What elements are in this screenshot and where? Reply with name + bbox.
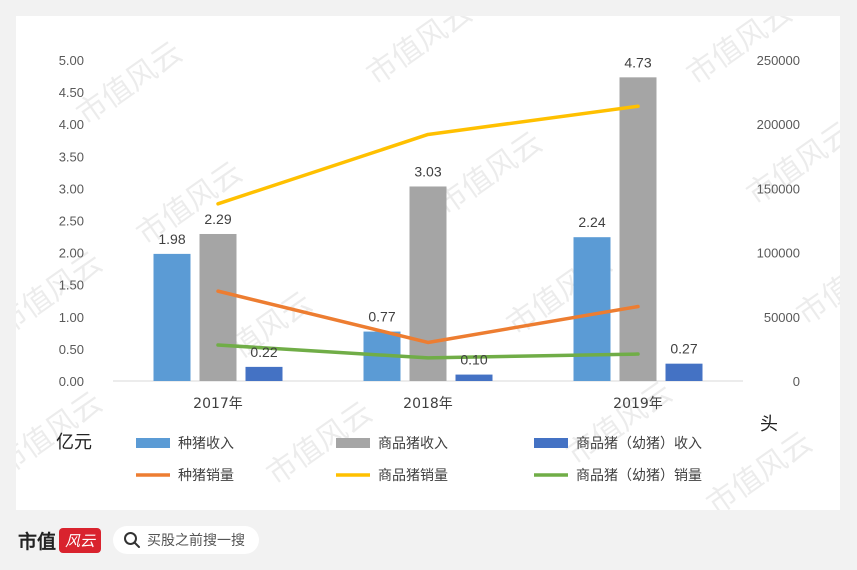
- right-axis-unit-label: 头: [760, 414, 778, 435]
- left-axis-unit-label: 亿元: [56, 432, 92, 453]
- x-axis-category-label: 2017年: [193, 396, 243, 412]
- left-axis-tick-label: 2.50: [59, 214, 84, 229]
- bar-data-label: 0.10: [460, 352, 487, 368]
- watermark-text: 市值风云: [71, 35, 189, 132]
- line-series-3: [216, 343, 640, 360]
- legend-swatch-bar: [534, 438, 568, 448]
- right-axis-tick-label: 100000: [757, 246, 800, 261]
- bar-2-2: [409, 186, 447, 381]
- bar-data-label: 2.29: [204, 211, 231, 227]
- watermark-text: 市值风云: [701, 425, 819, 510]
- chart-card: 市值风云 市值风云 市值风云 市值风云 市值风云 市值风云 市值风云 市值风云 市值风云 市值风云…: [16, 16, 840, 510]
- right-axis-tick-label: 50000: [764, 310, 800, 325]
- legend-label: 商品猪销量: [378, 468, 448, 484]
- legend-swatch-bar: [136, 438, 170, 448]
- left-axis-tick-label: 1.00: [59, 310, 84, 325]
- brand-logo[interactable]: 市值 风云: [18, 527, 102, 554]
- left-axis-tick-label: 0.50: [59, 342, 84, 357]
- legend-label: 商品猪收入: [378, 436, 448, 452]
- bar-data-label: 4.73: [624, 54, 651, 70]
- bar-data-label: 2.24: [578, 214, 605, 230]
- footer-bar: 市值 风云 买股之前搜一搜: [0, 510, 857, 570]
- left-axis-tick-label: 1.50: [59, 278, 84, 293]
- legend-label: 商品猪（幼猪）收入: [576, 436, 702, 452]
- search-box[interactable]: 买股之前搜一搜: [113, 526, 260, 554]
- right-axis-tick-label: 0: [793, 374, 800, 389]
- bar-3-2: [455, 374, 493, 381]
- bar-3-3: [665, 363, 703, 381]
- bar-2-1: [199, 233, 237, 381]
- brand-badge: 风云: [59, 527, 102, 553]
- bar-data-label: 0.27: [670, 341, 697, 357]
- left-axis-tick-label: 0.00: [59, 374, 84, 389]
- search-icon: [124, 532, 141, 548]
- right-axis-tick-label: 150000: [757, 181, 800, 196]
- legend-label: 种猪销量: [178, 468, 234, 484]
- x-axis-category-label: 2018年: [403, 396, 453, 412]
- left-axis-tick-label: 3.50: [59, 149, 84, 164]
- line-series-1: [216, 289, 640, 345]
- watermark-text: 市值风云: [361, 16, 479, 93]
- bar-1-1: [153, 253, 191, 381]
- right-axis-tick-label: 250000: [757, 53, 800, 68]
- bar-data-label: 0.22: [250, 344, 277, 360]
- right-axis-tick-label: 200000: [757, 117, 800, 132]
- bar-3-1: [245, 366, 283, 381]
- legend-label: 商品猪（幼猪）销量: [576, 468, 702, 484]
- x-axis-category-label: 2019年: [613, 396, 663, 412]
- left-axis-tick-label: 3.00: [59, 181, 84, 196]
- watermark-text: 市值风云: [561, 375, 679, 472]
- search-placeholder: 买股之前搜一搜: [147, 533, 246, 549]
- legend-swatch-bar: [336, 438, 370, 448]
- brand-name: 市值: [18, 530, 57, 553]
- watermark-text: 市值风云: [431, 125, 549, 222]
- bar-data-label: 0.77: [368, 309, 395, 325]
- bar-data-label: 3.03: [414, 163, 441, 179]
- left-axis-tick-label: 2.00: [59, 246, 84, 261]
- left-axis-tick-label: 5.00: [59, 53, 84, 68]
- bar-1-3: [573, 237, 611, 381]
- left-axis-tick-label: 4.00: [59, 117, 84, 132]
- line-series-2: [216, 104, 640, 206]
- left-axis-tick-label: 4.50: [59, 85, 84, 100]
- bar-2-3: [619, 77, 657, 382]
- legend-label: 种猪收入: [178, 436, 234, 452]
- bar-data-label: 1.98: [158, 231, 185, 247]
